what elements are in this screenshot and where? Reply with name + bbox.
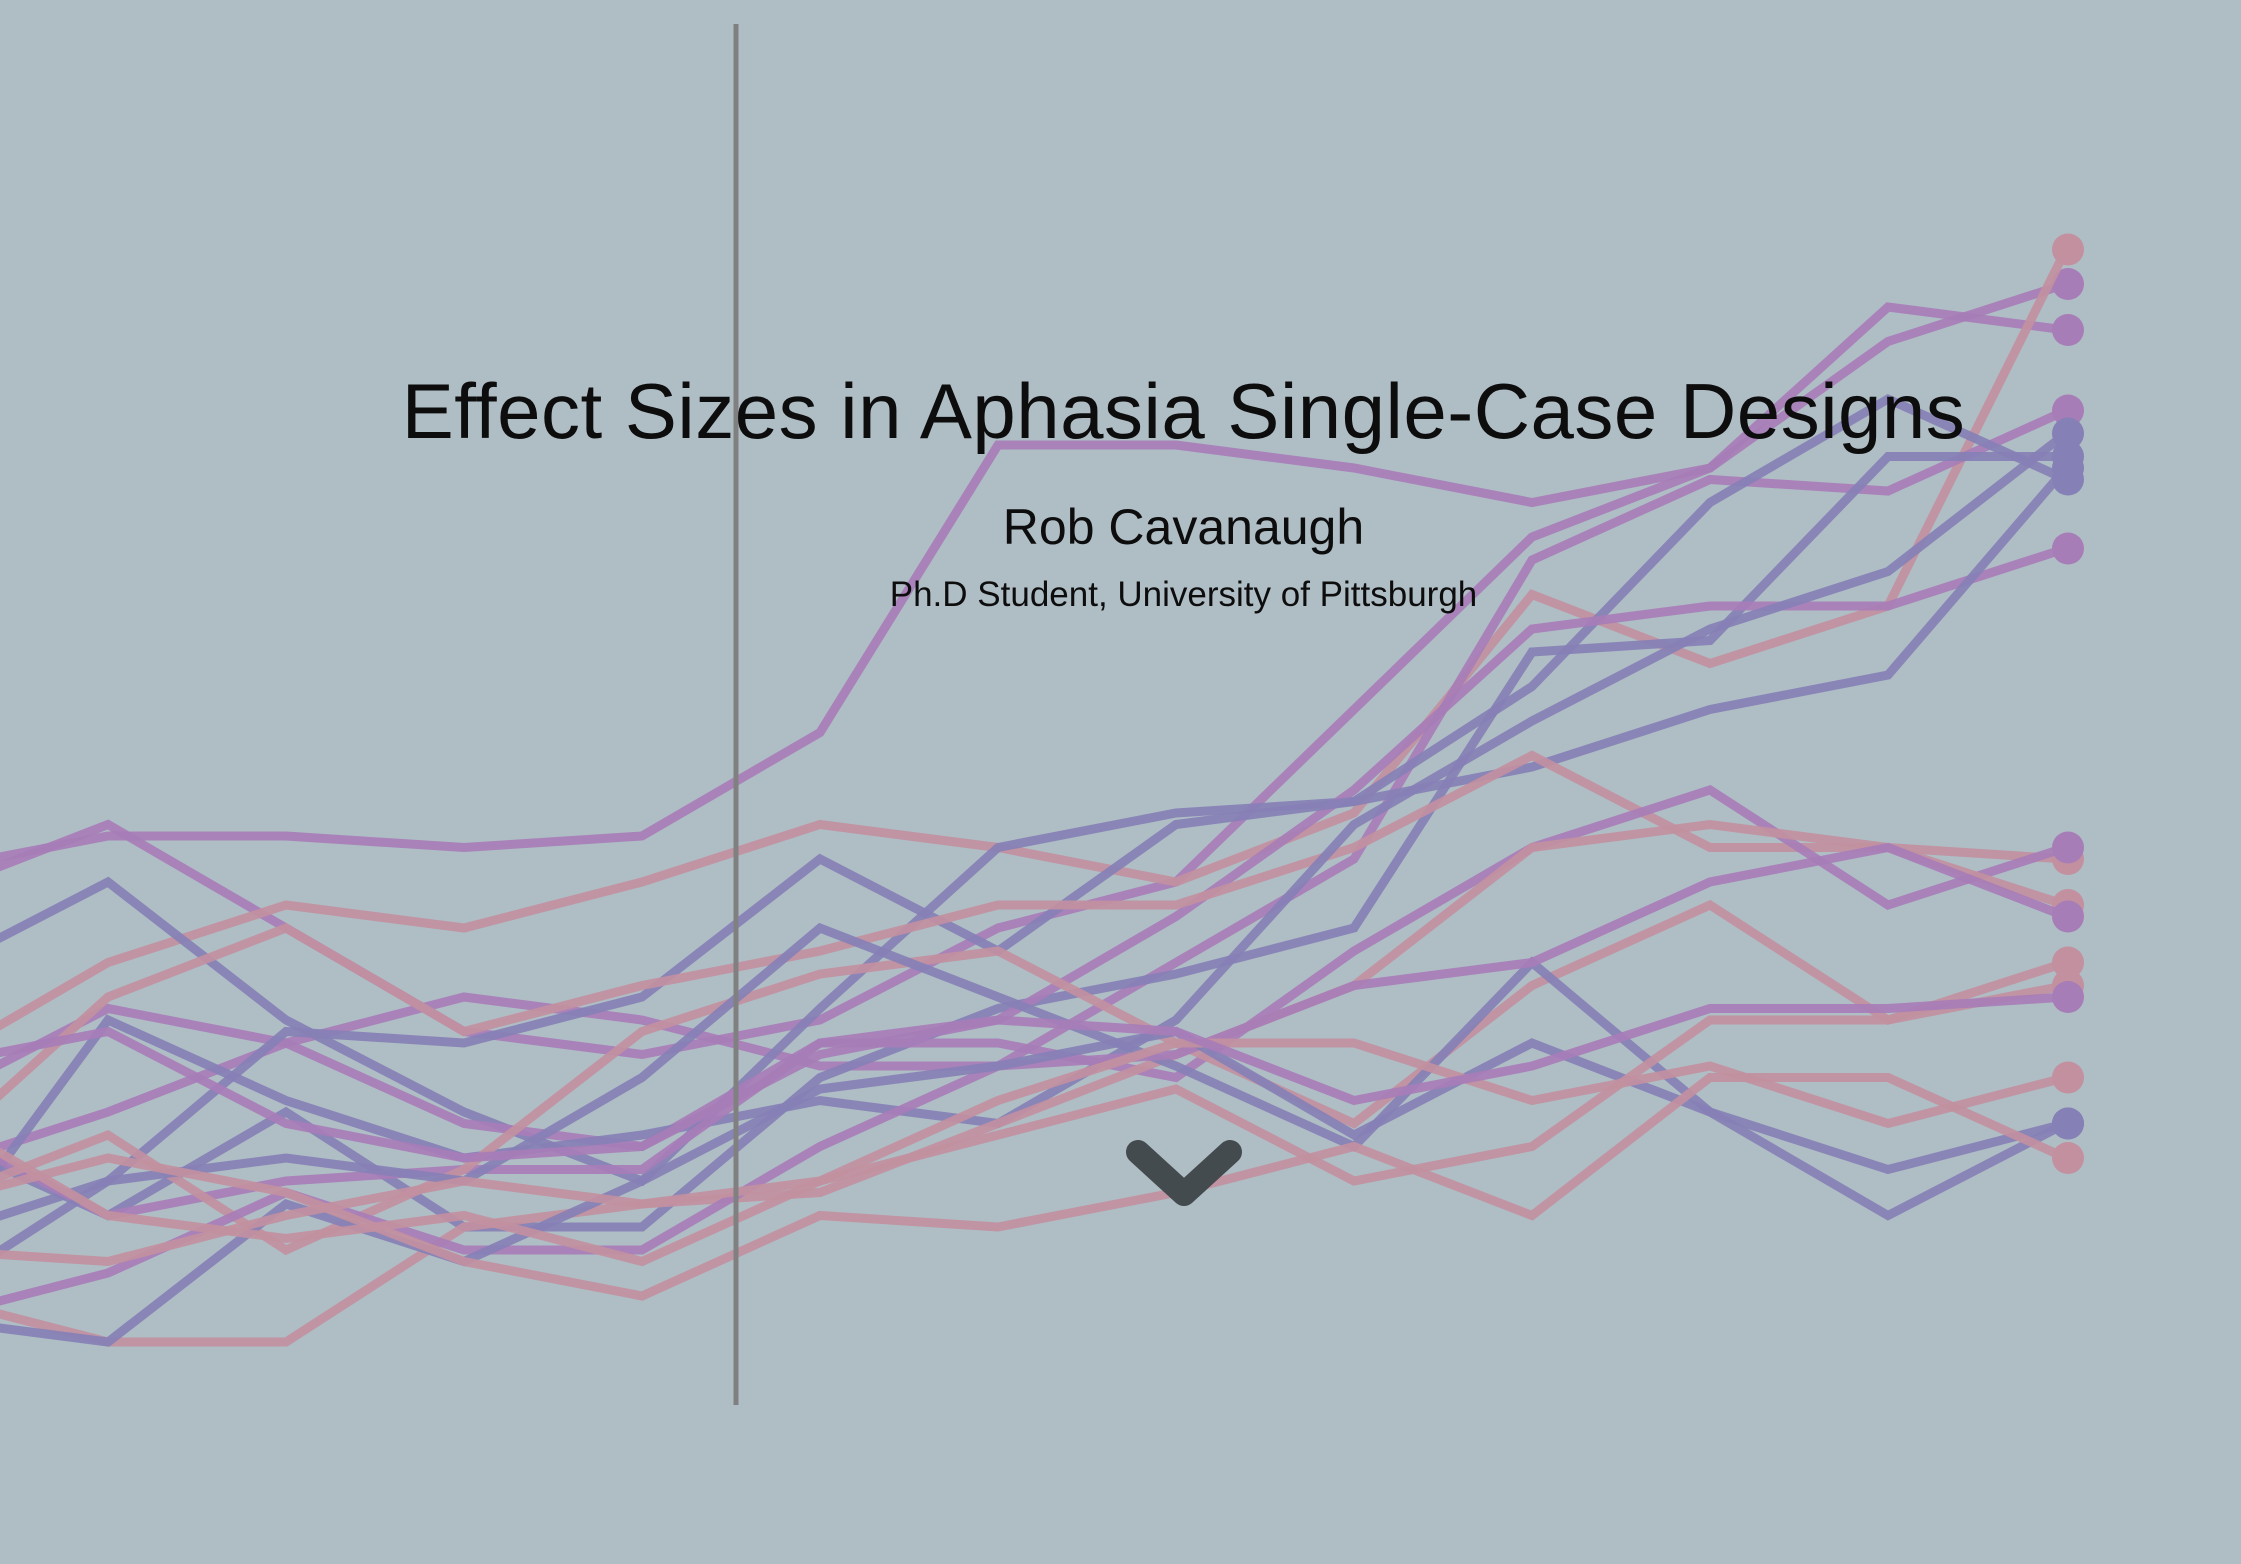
series-line-6 <box>0 393 2068 1187</box>
series-line-17 <box>0 981 2067 1267</box>
series-line-9 <box>0 750 2067 1101</box>
series-end-point-3 <box>2052 233 2084 266</box>
series-line-18 <box>0 1038 2068 1267</box>
series-line-12 <box>0 899 2068 1256</box>
series-end-point-2 <box>2052 314 2084 346</box>
series-end-point-4 <box>2052 394 2084 427</box>
series-line-11 <box>0 785 2068 1221</box>
series-end-point-12 <box>2052 946 2084 979</box>
series-line-16 <box>0 1026 2069 1347</box>
chart-series-group <box>0 233 2084 1347</box>
series-end-point-1 <box>2052 268 2084 300</box>
series-end-point-11 <box>2052 831 2084 864</box>
series-end-point-20 <box>2052 1142 2084 1174</box>
series-end-point-10 <box>2052 417 2084 450</box>
chevron-down-icon[interactable] <box>1124 1138 1244 1218</box>
series-line-19 <box>0 992 2067 1163</box>
series-line-13 <box>0 819 2068 1347</box>
series-line-1 <box>0 279 2068 862</box>
series-end-point-8 <box>2052 452 2084 484</box>
series-end-point-19 <box>2052 981 2084 1013</box>
series-end-point-16 <box>2052 1107 2084 1140</box>
series-end-point-15 <box>2052 900 2084 933</box>
series-end-point-18 <box>2052 1061 2084 1094</box>
series-line-5 <box>0 452 2066 1232</box>
series-end-point-7 <box>2052 532 2084 565</box>
series-line-20 <box>0 1073 2068 1301</box>
